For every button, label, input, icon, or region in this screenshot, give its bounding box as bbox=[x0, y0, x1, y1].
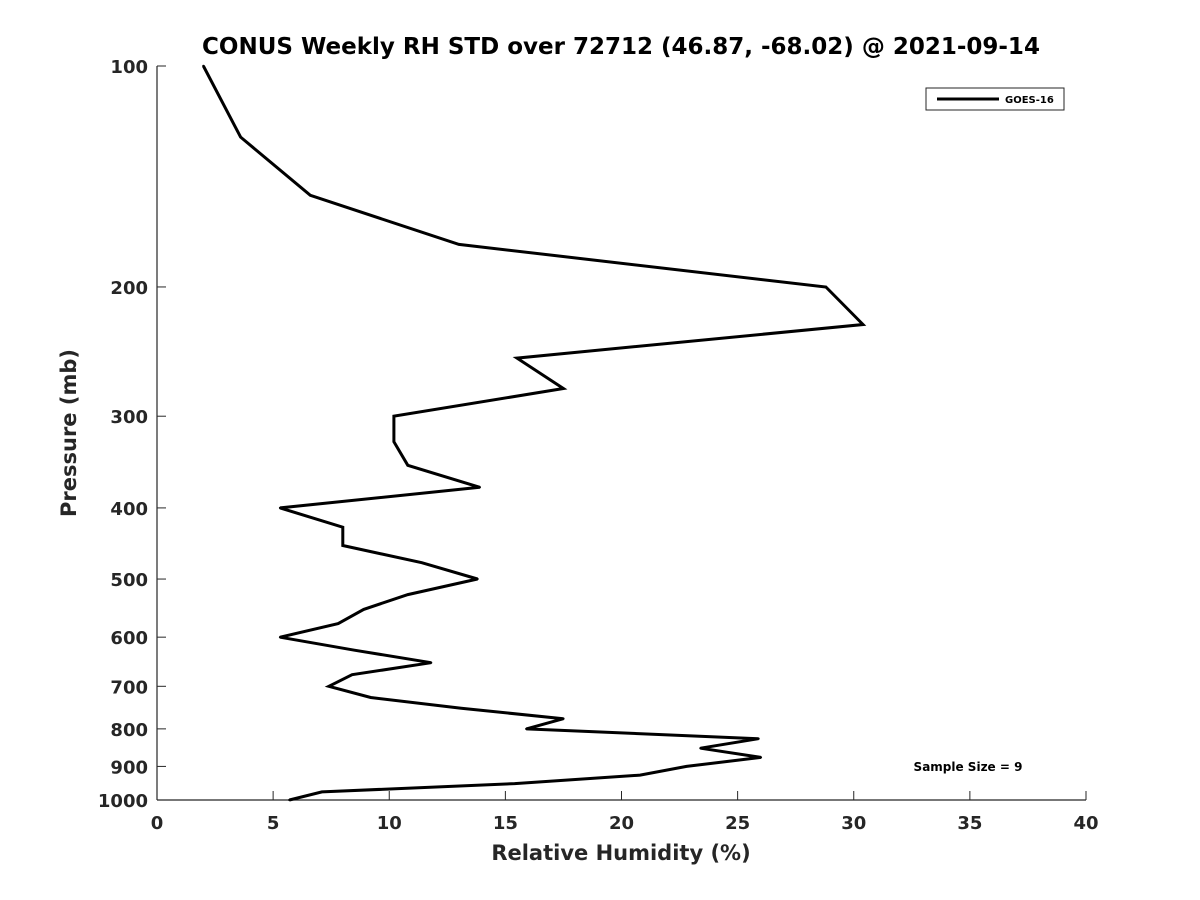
data-point bbox=[406, 464, 409, 467]
data-point bbox=[460, 707, 463, 710]
data-point bbox=[515, 356, 519, 360]
data-point bbox=[759, 756, 763, 759]
data-point bbox=[429, 661, 433, 664]
x-tick-label: 10 bbox=[377, 813, 402, 834]
y-tick-label: 900 bbox=[110, 757, 148, 778]
data-point bbox=[327, 685, 331, 688]
y-axis-label: Pressure (mb) bbox=[57, 349, 81, 517]
x-tick-label: 30 bbox=[841, 813, 866, 834]
data-point bbox=[341, 526, 344, 529]
y-tick-label: 700 bbox=[110, 677, 148, 698]
x-tick-label: 35 bbox=[957, 813, 982, 834]
data-point bbox=[685, 765, 688, 768]
y-tick-label: 400 bbox=[110, 499, 148, 520]
x-ticks: 0 5 10 15 20 25 30 35 40 bbox=[151, 791, 1099, 834]
data-point bbox=[457, 243, 461, 246]
data-point bbox=[350, 673, 354, 676]
x-tick-label: 40 bbox=[1073, 813, 1098, 834]
data-point bbox=[476, 577, 479, 581]
x-tick-label: 20 bbox=[609, 813, 634, 834]
y-tick-label: 600 bbox=[110, 628, 148, 649]
data-point bbox=[406, 593, 409, 596]
data-point bbox=[638, 773, 642, 777]
data-point bbox=[757, 737, 760, 740]
data-point bbox=[562, 387, 565, 390]
data-point bbox=[239, 135, 242, 139]
data-point bbox=[337, 622, 340, 625]
y-tick-label: 100 bbox=[110, 57, 148, 78]
data-point bbox=[353, 649, 356, 652]
data-point bbox=[824, 285, 828, 289]
y-tick-label: 300 bbox=[110, 407, 148, 428]
x-axis-label: Relative Humidity (%) bbox=[491, 841, 750, 865]
data-point bbox=[202, 64, 205, 68]
data-point bbox=[525, 727, 528, 731]
x-tick-label: 5 bbox=[267, 813, 280, 834]
chart-title: CONUS Weekly RH STD over 72712 (46.87, -… bbox=[202, 34, 1040, 60]
data-point bbox=[699, 747, 702, 750]
y-tick-label: 200 bbox=[110, 278, 148, 299]
x-tick-label: 0 bbox=[151, 813, 164, 834]
sample-size-annotation: Sample Size = 9 bbox=[914, 760, 1023, 774]
y-tick-label: 1000 bbox=[98, 791, 148, 812]
data-point bbox=[341, 544, 344, 547]
plot-area: 0 5 10 15 20 25 30 35 40 100 200 300 400 500 600 700 80… bbox=[98, 57, 1099, 834]
data-point bbox=[278, 506, 282, 510]
data-point bbox=[278, 636, 282, 639]
data-point bbox=[309, 194, 312, 197]
y-tick-label: 500 bbox=[110, 570, 148, 591]
series-line-goes-16 bbox=[202, 65, 867, 802]
x-tick-label: 15 bbox=[493, 813, 518, 834]
y-ticks: 100 200 300 400 500 600 700 800 900 1000 bbox=[98, 57, 166, 812]
data-point bbox=[478, 486, 481, 489]
data-point bbox=[392, 415, 396, 418]
data-point bbox=[369, 696, 372, 699]
data-point bbox=[392, 440, 396, 443]
data-point bbox=[562, 717, 565, 720]
data-point bbox=[861, 323, 865, 326]
data-point bbox=[513, 782, 516, 785]
legend-label-goes-16: GOES-16 bbox=[1005, 95, 1054, 106]
legend: GOES-16 bbox=[925, 87, 1065, 111]
data-point bbox=[362, 608, 365, 611]
y-tick-label: 800 bbox=[110, 720, 148, 741]
x-tick-label: 25 bbox=[725, 813, 750, 834]
data-point bbox=[320, 790, 324, 794]
data-point bbox=[288, 798, 291, 802]
data-point bbox=[420, 561, 423, 564]
